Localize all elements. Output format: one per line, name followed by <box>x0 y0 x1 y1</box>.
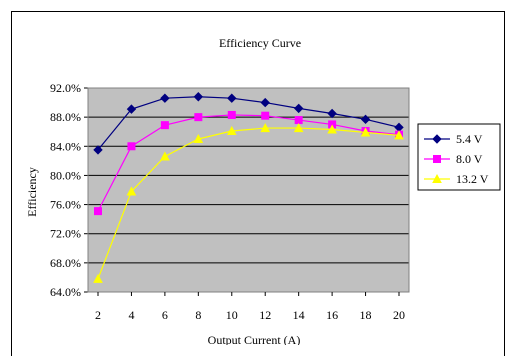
legend: 5.4 V 8.0 V 13.2 V <box>417 123 501 191</box>
axes: 64.0% 68.0% 72.0% 76.0% 80.0% 84.0% 88.0% 92.0%… <box>50 81 410 322</box>
data-point <box>261 111 270 120</box>
y-tick-label: 64.0% <box>50 285 81 299</box>
data-point <box>194 113 203 122</box>
data-point <box>226 125 237 135</box>
data-point <box>93 273 103 283</box>
legend-label: 8.0 V <box>456 152 483 166</box>
data-point <box>94 207 102 216</box>
data-point <box>360 114 371 125</box>
legend-marker <box>433 155 441 163</box>
y-tick-label: 76.0% <box>50 198 81 212</box>
chart-title: Efficiency Curve <box>219 36 301 50</box>
data-point <box>260 123 271 133</box>
efficiency-chart: Efficiency Curve 64.0% 68.0% 72.0% 76.0% 80.… <box>25 36 501 345</box>
data-point <box>126 104 137 114</box>
x-tick-label: 4 <box>128 308 134 322</box>
data-point <box>160 151 170 161</box>
plot-area <box>88 88 409 292</box>
data-point <box>260 97 270 108</box>
x-tick-label: 8 <box>195 308 201 322</box>
data-point <box>193 92 204 102</box>
data-point <box>327 108 337 119</box>
x-axis-label: Output Current (A) <box>208 333 301 345</box>
x-tick-label: 16 <box>326 308 338 322</box>
data-point <box>360 127 371 137</box>
x-tick-label: 12 <box>259 308 271 322</box>
y-axis-label: Efficiency <box>25 167 39 217</box>
x-tick-label: 20 <box>393 308 405 322</box>
x-tick-label: 14 <box>293 308 305 322</box>
data-point <box>193 133 204 143</box>
y-tick-label: 88.0% <box>50 110 81 124</box>
data-point <box>93 145 103 155</box>
data-point <box>127 142 136 151</box>
data-point <box>227 110 236 119</box>
x-tick-label: 18 <box>360 308 372 322</box>
data-point <box>126 186 137 196</box>
legend-label: 5.4 V <box>456 132 483 146</box>
series-line <box>97 114 400 212</box>
data-point <box>394 130 404 140</box>
chart-area <box>11 11 505 356</box>
plot-border <box>87 87 410 293</box>
legend-marker <box>432 134 442 144</box>
y-tick-label: 80.0% <box>50 168 81 182</box>
series-3 <box>93 123 404 283</box>
legend-marker <box>432 173 442 183</box>
data-point <box>294 116 303 125</box>
y-tick-label: 92.0% <box>50 81 81 95</box>
series-line <box>97 96 400 151</box>
x-tick-label: 2 <box>95 308 101 322</box>
data-point <box>293 123 304 133</box>
y-tick-label: 72.0% <box>50 227 81 241</box>
data-point <box>227 93 237 103</box>
series-line <box>97 127 400 280</box>
x-tick-label: 10 <box>226 308 238 322</box>
y-tick-label: 84.0% <box>50 139 81 153</box>
data-point <box>293 103 304 114</box>
x-tick-label: 6 <box>162 308 168 322</box>
series-1 <box>93 92 404 155</box>
data-point <box>160 93 170 103</box>
legend-label: 13.2 V <box>456 172 489 186</box>
series-layer <box>93 92 404 283</box>
data-point <box>327 124 337 134</box>
data-point <box>160 121 169 130</box>
y-tick-label: 68.0% <box>50 256 81 270</box>
